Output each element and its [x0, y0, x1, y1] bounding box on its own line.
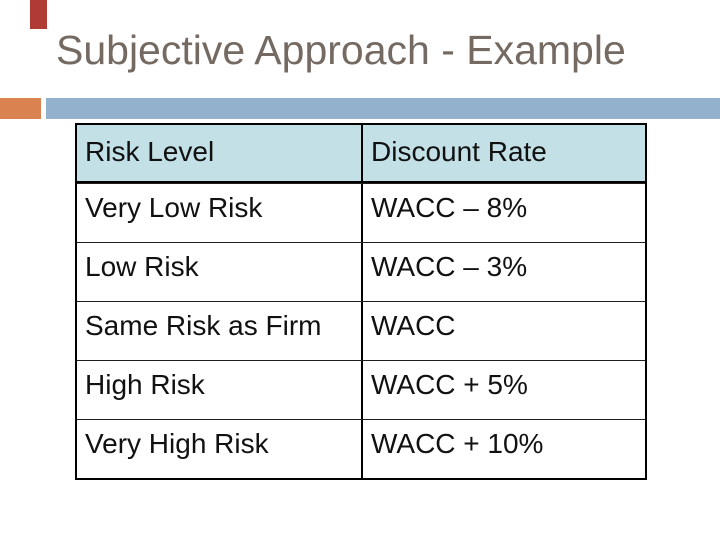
table-row: Very High Risk WACC + 10%	[77, 419, 645, 478]
header-cell-discount-rate: Discount Rate	[371, 136, 547, 167]
table-header-row: Risk Level Discount Rate	[77, 125, 645, 183]
table-row: Same Risk as Firm WACC	[77, 301, 645, 360]
table-row: Very Low Risk WACC – 8%	[77, 183, 645, 242]
cell-risk-level: Same Risk as Firm	[77, 302, 363, 360]
risk-discount-table: Risk Level Discount Rate Very Low Risk W…	[75, 123, 647, 480]
cell-risk-level: Very High Risk	[77, 420, 363, 478]
blue-accent-bar	[46, 98, 720, 119]
cell-risk-level: Very Low Risk	[77, 184, 363, 242]
accent-bar	[0, 98, 720, 119]
cell-discount-rate: WACC – 8%	[371, 192, 528, 223]
cell-discount-rate: WACC + 10%	[371, 428, 544, 459]
orange-accent-square	[0, 98, 41, 119]
cell-discount-rate: WACC + 5%	[371, 369, 528, 400]
table-row: High Risk WACC + 5%	[77, 360, 645, 419]
cell-discount-rate: WACC	[371, 310, 456, 341]
cell-discount-rate: WACC – 3%	[371, 251, 528, 282]
table-row: Low Risk WACC – 3%	[77, 242, 645, 301]
header-cell-risk-level: Risk Level	[77, 125, 363, 181]
top-accent-tab	[30, 0, 47, 29]
cell-risk-level: High Risk	[77, 361, 363, 419]
cell-risk-level: Low Risk	[77, 243, 363, 301]
slide-title: Subjective Approach - Example	[56, 27, 626, 73]
